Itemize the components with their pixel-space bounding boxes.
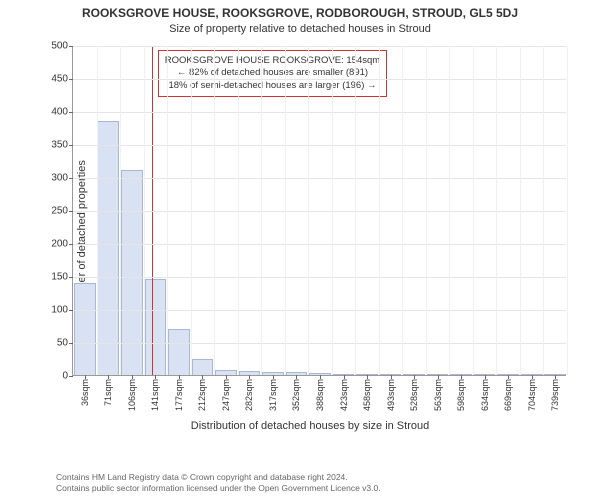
grid-line-v — [449, 46, 450, 375]
x-tick-label: 282sqm — [244, 375, 254, 411]
x-tick-label: 36sqm — [80, 375, 90, 406]
x-tick-label: 634sqm — [480, 375, 490, 411]
y-tick-mark — [69, 244, 73, 245]
grid-line-h — [73, 178, 566, 179]
grid-line-v — [308, 46, 309, 375]
x-tick-label: 212sqm — [197, 375, 207, 411]
annotation-line: ROOKSGROVE HOUSE ROOKSGROVE: 154sqm — [165, 55, 380, 67]
x-tick-label: 106sqm — [127, 375, 137, 411]
grid-line-v — [191, 46, 192, 375]
chart-title: ROOKSGROVE HOUSE, ROOKSGROVE, RODBOROUGH… — [0, 0, 600, 20]
x-tick-label: 177sqm — [174, 375, 184, 411]
y-tick-mark — [69, 310, 73, 311]
annotation-box: ROOKSGROVE HOUSE ROOKSGROVE: 154sqm← 82%… — [158, 50, 387, 97]
chart-container: Number of detached properties ROOKSGROVE… — [40, 42, 580, 430]
grid-line-v — [567, 46, 568, 375]
grid-line-v — [285, 46, 286, 375]
grid-line-v — [120, 46, 121, 375]
grid-line-v — [238, 46, 239, 375]
y-tick-mark — [69, 46, 73, 47]
grid-line-v — [261, 46, 262, 375]
x-axis-label: Distribution of detached houses by size … — [40, 420, 580, 432]
annotation-line: 18% of semi-detached houses are larger (… — [165, 80, 380, 92]
grid-line-v — [355, 46, 356, 375]
grid-line-h — [73, 277, 566, 278]
x-tick-label: 458sqm — [362, 375, 372, 411]
y-tick-mark — [69, 211, 73, 212]
grid-line-v — [543, 46, 544, 375]
y-tick-mark — [69, 178, 73, 179]
chart-subtitle: Size of property relative to detached ho… — [0, 20, 600, 35]
grid-line-h — [73, 46, 566, 47]
bar — [97, 121, 119, 375]
footer-attribution: Contains HM Land Registry data © Crown c… — [56, 472, 381, 494]
annotation-line: ← 82% of detached houses are smaller (89… — [165, 67, 380, 79]
y-tick-mark — [69, 145, 73, 146]
y-tick-mark — [69, 376, 73, 377]
grid-line-v — [520, 46, 521, 375]
x-tick-label: 388sqm — [315, 375, 325, 411]
grid-line-v — [167, 46, 168, 375]
x-tick-label: 563sqm — [433, 375, 443, 411]
grid-line-h — [73, 79, 566, 80]
grid-line-v — [332, 46, 333, 375]
grid-line-v — [97, 46, 98, 375]
y-tick-mark — [69, 277, 73, 278]
grid-line-h — [73, 244, 566, 245]
x-tick-label: 598sqm — [456, 375, 466, 411]
x-tick-label: 669sqm — [503, 375, 513, 411]
x-tick-label: 493sqm — [386, 375, 396, 411]
footer-line-1: Contains HM Land Registry data © Crown c… — [56, 472, 381, 483]
footer-line-2: Contains public sector information licen… — [56, 483, 381, 494]
x-tick-label: 141sqm — [150, 375, 160, 411]
x-tick-label: 704sqm — [527, 375, 537, 411]
grid-line-h — [73, 343, 566, 344]
bar — [168, 329, 190, 375]
grid-line-v — [144, 46, 145, 375]
grid-line-h — [73, 112, 566, 113]
x-tick-label: 247sqm — [221, 375, 231, 411]
x-tick-label: 317sqm — [268, 375, 278, 411]
grid-line-v — [426, 46, 427, 375]
grid-line-h — [73, 145, 566, 146]
grid-line-h — [73, 211, 566, 212]
y-tick-mark — [69, 79, 73, 80]
x-tick-label: 352sqm — [291, 375, 301, 411]
bar — [145, 279, 167, 375]
bar — [74, 283, 96, 375]
x-tick-label: 423sqm — [339, 375, 349, 411]
grid-line-v — [473, 46, 474, 375]
y-tick-mark — [69, 343, 73, 344]
grid-line-v — [402, 46, 403, 375]
x-tick-label: 739sqm — [550, 375, 560, 411]
y-tick-mark — [69, 112, 73, 113]
grid-line-v — [379, 46, 380, 375]
bar — [192, 359, 214, 376]
plot-area: ROOKSGROVE HOUSE ROOKSGROVE: 154sqm← 82%… — [72, 46, 566, 376]
x-tick-label: 528sqm — [409, 375, 419, 411]
grid-line-v — [496, 46, 497, 375]
x-tick-label: 71sqm — [103, 375, 113, 406]
grid-line-v — [214, 46, 215, 375]
grid-line-h — [73, 310, 566, 311]
bar — [121, 170, 143, 375]
